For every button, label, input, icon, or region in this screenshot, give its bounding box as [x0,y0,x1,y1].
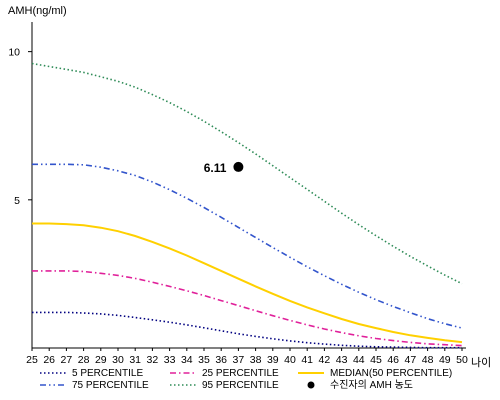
series-line [32,270,463,347]
y-tick-label: 10 [8,47,20,59]
x-tick-label: 36 [215,354,227,366]
x-tick-label: 34 [181,354,193,366]
series-line [32,311,462,349]
x-tick-label: 26 [43,354,55,366]
subject-amh-value-label: 6.11 [204,161,227,175]
x-tick-label: 30 [112,354,124,366]
series-line [32,222,463,344]
x-tick-label: 33 [164,354,176,366]
legend-label: 5 PERCENTILE [72,368,143,379]
y-ticks: 5 10 [8,47,32,207]
y-axis-title: AMH(ng/ml) [8,5,67,17]
x-tick-label: 44 [353,354,365,366]
x-tick-label: 32 [147,354,159,366]
legend-label: 75 PERCENTILE [72,380,149,391]
subject-amh-point [233,161,244,172]
x-tick-label: 27 [61,354,73,366]
x-tick-label: 29 [95,354,107,366]
x-tick-label: 35 [198,354,210,366]
legend-label: 25 PERCENTILE [202,368,279,379]
legend-label: 95 PERCENTILE [202,380,279,391]
x-tick-label: 50 [456,354,468,366]
axes: AMH(ng/ml) 나이 [8,5,491,369]
x-tick-label: 40 [284,354,296,366]
point-layer: 6.11 [204,161,244,175]
x-tick-label: 43 [336,354,348,366]
x-tick-label: 37 [233,354,245,366]
x-tick-label: 47 [405,354,417,366]
x-tick-label: 49 [439,354,451,366]
x-tick-label: 28 [78,354,90,366]
x-tick-label: 39 [267,354,279,366]
x-tick-label: 45 [370,354,382,366]
x-tick-label: 38 [250,354,262,366]
series-line [32,163,463,329]
legend-label: 수진자의 AMH 농도 [330,379,413,391]
x-tick-label: 48 [422,354,434,366]
x-tick-label: 46 [387,354,399,366]
legend-label: MEDIAN(50 PERCENTILE) [330,368,452,379]
x-tick-label: 41 [301,354,313,366]
series-lines [31,62,463,349]
x-tick-label: 42 [319,354,331,366]
x-axis-title: 나이 [471,356,491,369]
series-line [31,62,463,285]
legend-point-marker [307,381,315,389]
x-tick-label: 31 [129,354,141,366]
x-tick-label: 25 [26,354,38,366]
x-ticks: 25 26 27 28 29 30 31 32 33 34 35 36 37 38 39 40 41 42 43 44… [26,348,468,366]
y-tick-label: 5 [14,195,20,207]
legend: 5 PERCENTILE 25 PERCENTILE MEDIAN(50 PERCE… [40,368,452,391]
